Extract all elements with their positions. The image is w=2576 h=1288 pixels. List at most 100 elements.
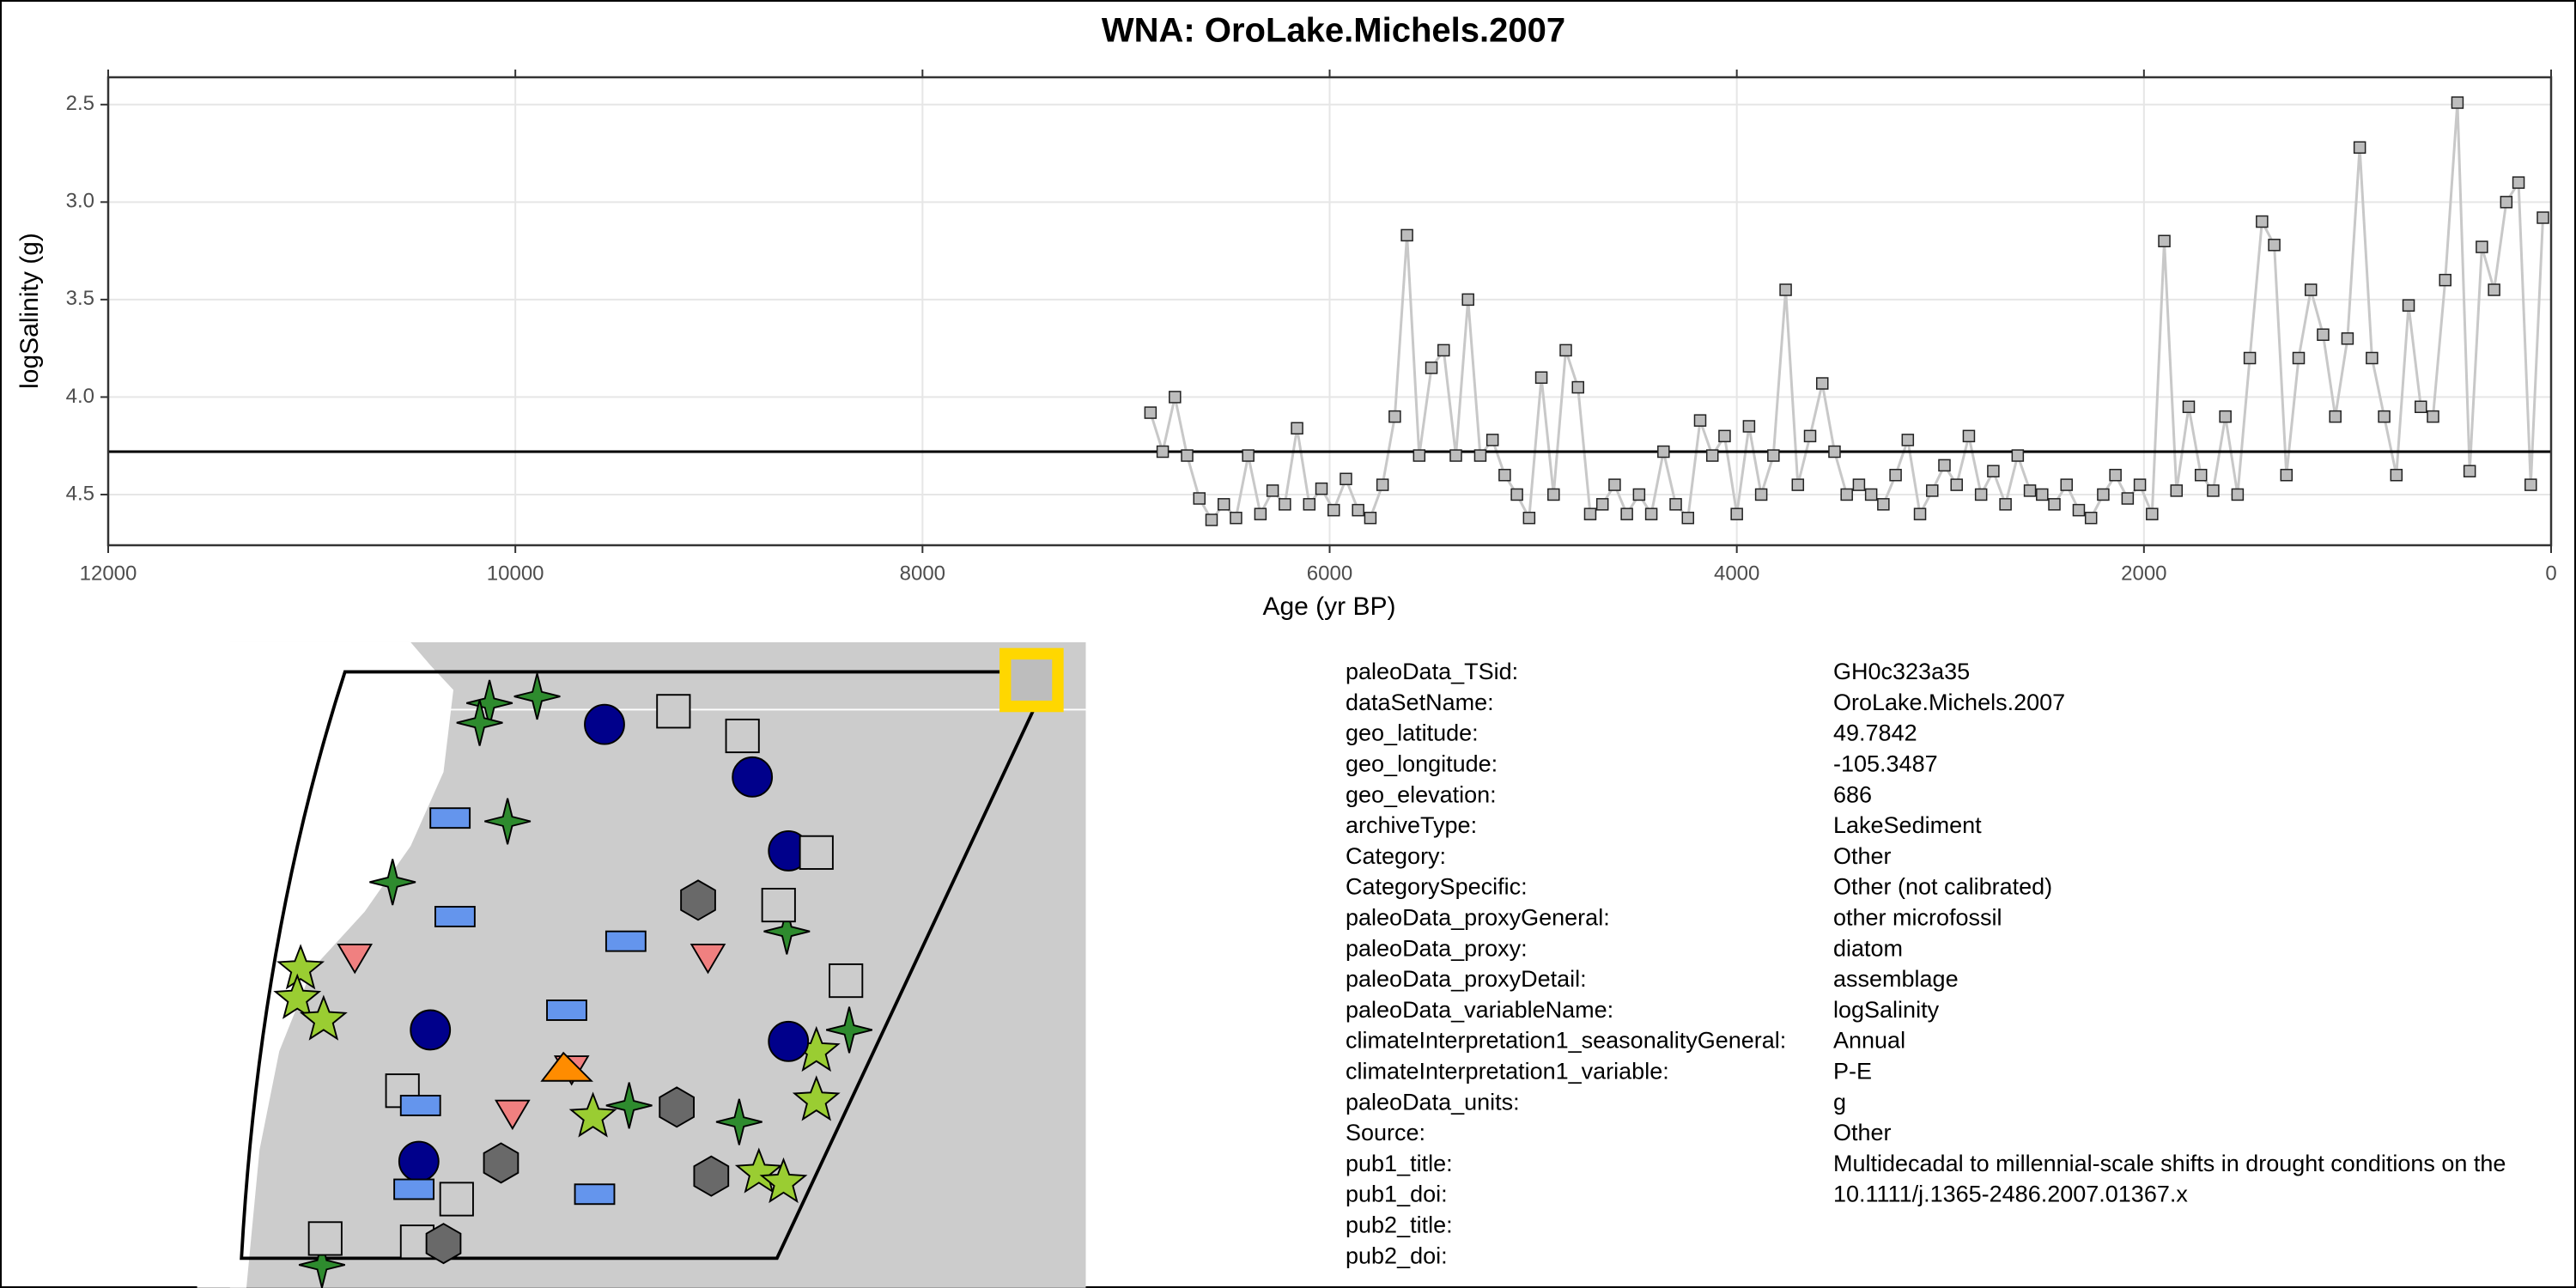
data-point xyxy=(1632,488,1646,501)
data-point xyxy=(1974,488,1988,501)
x-axis-label: Age (yr BP) xyxy=(1262,592,1395,621)
map-symbol-star5 xyxy=(759,1157,808,1204)
map-symbol-star4 xyxy=(369,859,416,906)
data-point xyxy=(1547,488,1560,501)
data-point xyxy=(2231,488,2245,501)
data-point xyxy=(2427,410,2439,423)
data-point xyxy=(1767,449,1780,462)
data-point xyxy=(1938,459,1951,472)
metadata-key: paleoData_proxy: xyxy=(1346,935,1528,961)
data-point xyxy=(2524,478,2537,491)
x-tick-label: 12000 xyxy=(80,562,137,585)
data-point xyxy=(1705,449,1719,462)
metadata-key: archiveType: xyxy=(1346,812,1477,838)
map-symbol-square xyxy=(725,718,760,754)
map-symbol-star4 xyxy=(715,1098,762,1145)
data-point xyxy=(2390,469,2403,482)
data-point xyxy=(1473,449,1487,462)
metadata-value: -105.3487 xyxy=(1833,751,1938,777)
map-symbol-rect xyxy=(605,930,647,952)
metadata-key: paleoData_units: xyxy=(1346,1089,1520,1115)
map-symbol-star5 xyxy=(299,994,348,1041)
map-symbol-rect xyxy=(574,1183,616,1206)
data-point xyxy=(2207,484,2220,497)
map-symbol-square xyxy=(829,963,864,999)
metadata-key: pub2_doi: xyxy=(1346,1242,1448,1268)
data-point xyxy=(2256,215,2269,228)
y-tick-label: 4.5 xyxy=(66,482,94,505)
map-symbol-circle xyxy=(732,756,774,798)
data-point xyxy=(2268,239,2281,252)
map-symbol-star5 xyxy=(273,973,322,1019)
data-point xyxy=(1901,434,1915,447)
map-symbol-star5 xyxy=(276,944,325,990)
data-point xyxy=(1315,482,1328,495)
data-point xyxy=(1779,283,1792,296)
data-point xyxy=(2500,196,2513,209)
metadata-key: geo_longitude: xyxy=(1346,751,1498,777)
map-symbol-hexagon xyxy=(425,1223,462,1265)
map-symbol-rect xyxy=(393,1178,434,1200)
data-point xyxy=(1534,371,1548,384)
metadata-key: CategorySpecific: xyxy=(1346,874,1528,900)
map-symbol-circle xyxy=(584,703,625,745)
map-symbol-circle xyxy=(768,1020,810,1062)
data-point xyxy=(1608,478,1621,491)
map-symbol-triangle xyxy=(690,944,726,975)
data-point xyxy=(1840,488,1853,501)
data-point xyxy=(1889,469,1902,482)
data-point xyxy=(2476,240,2488,253)
metadata-key: climateInterpretation1_variable: xyxy=(1346,1059,1669,1084)
metadata-value: Other xyxy=(1833,1120,1892,1145)
data-point xyxy=(1950,478,1963,491)
y-tick-label: 4.0 xyxy=(66,385,94,408)
data-point xyxy=(1266,484,1279,497)
data-point xyxy=(2317,328,2330,341)
y-tick-label: 3.5 xyxy=(66,287,94,310)
data-point xyxy=(2084,511,2098,525)
map-symbol-square xyxy=(761,887,796,923)
map-symbol-hexagon xyxy=(680,879,716,921)
map-symbol-square xyxy=(656,694,691,729)
map-symbol-rect xyxy=(399,1095,441,1116)
data-point xyxy=(2121,492,2135,505)
data-point xyxy=(2158,234,2171,247)
map-symbol-star4 xyxy=(484,798,532,845)
data-point xyxy=(2170,484,2184,497)
map-symbol-star5 xyxy=(792,1075,841,1121)
map-symbol-square xyxy=(439,1182,474,1217)
y-tick-label: 3.0 xyxy=(66,190,94,213)
data-point xyxy=(1815,377,1829,390)
data-point xyxy=(1425,361,1438,374)
metadata-value: assemblage xyxy=(1833,966,1959,992)
data-point xyxy=(1303,498,1316,511)
metadata-key: paleoData_proxyGeneral: xyxy=(1346,905,1610,931)
map-symbol-circle xyxy=(398,1140,440,1182)
data-point xyxy=(1926,484,1939,497)
map-symbol-rect xyxy=(429,807,471,829)
map-symbol-star4 xyxy=(513,673,561,720)
data-point xyxy=(1999,498,2012,511)
map-symbol-rect xyxy=(546,999,587,1021)
metadata-value: 49.7842 xyxy=(1833,720,1917,746)
metadata-key: geo_latitude: xyxy=(1346,720,1479,746)
data-point xyxy=(2537,211,2549,224)
data-point xyxy=(1169,391,1182,404)
metadata-key: Category: xyxy=(1346,843,1446,869)
data-point xyxy=(2109,469,2122,482)
data-point xyxy=(1962,429,1976,443)
data-point xyxy=(1254,507,1267,520)
data-point xyxy=(1413,449,1426,462)
metadata-value: Multidecadal to millennial-scale shifts … xyxy=(1833,1151,2506,1176)
metadata-value: Annual xyxy=(1833,1028,1905,1054)
data-point xyxy=(1987,465,2000,477)
data-point xyxy=(1522,511,1536,525)
metadata-value: OroLake.Michels.2007 xyxy=(1833,690,2065,715)
data-point xyxy=(1352,503,1364,517)
metadata-key: paleoData_proxyDetail: xyxy=(1346,966,1587,992)
data-point xyxy=(2439,273,2451,287)
map-symbol-square xyxy=(799,835,834,870)
data-point xyxy=(2072,503,2086,517)
map-symbol-square xyxy=(307,1221,343,1256)
map-ocean xyxy=(197,641,453,1288)
